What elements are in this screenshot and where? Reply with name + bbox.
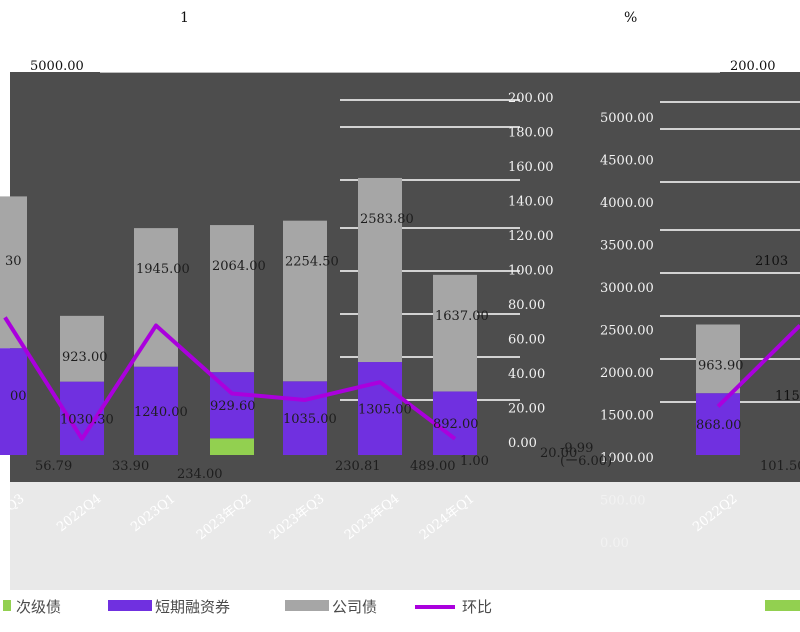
stray-label: 115 — [775, 389, 800, 404]
left-unit-label: 1 — [180, 10, 189, 26]
short-term-bar — [696, 393, 740, 455]
right-axis-tick: 140.00 — [508, 195, 554, 210]
stray-label: 00 — [10, 389, 27, 404]
corporate-bar — [210, 225, 254, 373]
short-term-value-label: 1035.00 — [283, 412, 337, 427]
legend-label: 次级债 — [16, 598, 61, 616]
right-unit-label: % — [624, 10, 637, 26]
right-axis-top-tick: 200.00 — [730, 59, 776, 74]
corporate-value-label: 2254.50 — [285, 255, 339, 270]
legend-label: 公司债 — [332, 598, 377, 616]
short-term-value-label: 892.00 — [433, 417, 479, 432]
growth-value-label: 33.90 — [112, 459, 149, 474]
right-axis-tick: 60.00 — [508, 333, 545, 348]
right-axis-tick: 20.00 — [508, 402, 545, 417]
short-term-bar — [134, 366, 178, 455]
corporate-value-label: 923.00 — [62, 350, 108, 365]
corporate-value-label: 1945.00 — [136, 262, 190, 277]
legend-label: 环比 — [462, 598, 492, 616]
short-term-bar — [433, 391, 477, 455]
corporate-value-label: 2064.00 — [212, 259, 266, 274]
corporate-bar — [283, 220, 327, 382]
left-axis-tick: 5000.00 — [600, 111, 654, 126]
left-axis-tick: 2500.00 — [600, 324, 654, 339]
left-axis-tick: 3000.00 — [600, 281, 654, 296]
right-axis: 200.00 180.00 160.00 140.00 120.00 100.00 80.0… — [508, 59, 776, 451]
legend-swatch — [285, 600, 329, 611]
right-axis-tick: 80.00 — [508, 298, 545, 313]
corporate-value-label: 963.90 — [698, 358, 744, 373]
short-term-bar — [210, 372, 254, 439]
corporate-value-label: 1637.00 — [435, 309, 489, 324]
data-labels: 923.00 1030.30 1945.00 1240.00 2064.00 929.60… — [5, 212, 800, 482]
stray-label: 1.00 — [460, 454, 489, 469]
subordinate-bar — [210, 438, 254, 455]
short-term-value-label: 1030.30 — [60, 412, 114, 427]
stray-label: 20.00 — [540, 446, 577, 461]
corporate-bar — [358, 177, 402, 363]
short-term-value-label: 1240.00 — [134, 405, 188, 420]
left-axis-tick: 3500.00 — [600, 239, 654, 254]
legend-swatch-right — [765, 600, 800, 611]
left-axis-top-tick: 5000.00 — [30, 59, 84, 74]
right-axis-tick: 160.00 — [508, 160, 554, 175]
right-axis-tick: 40.00 — [508, 367, 545, 382]
corporate-bar — [0, 196, 27, 349]
left-axis-tick: 4500.00 — [600, 154, 654, 169]
left-axis-tick: 1000.00 — [600, 451, 654, 466]
category-band — [10, 482, 800, 590]
stray-label: (ー6.00) — [560, 454, 612, 469]
stray-label: -9.99 — [560, 441, 593, 456]
right-axis-tick: 120.00 — [508, 229, 554, 244]
legend: 次级债 短期融资券 公司债 环比 — [3, 598, 800, 616]
right-axis-tick: 0.00 — [508, 436, 537, 451]
subordinate-value-label: 234.00 — [177, 467, 223, 482]
left-axis-tick: 2000.00 — [600, 366, 654, 381]
short-term-value-label: 868.00 — [696, 418, 742, 433]
growth-line-layer — [3, 316, 800, 441]
stray-label: 30 — [5, 254, 22, 269]
left-axis-tick: 1500.00 — [600, 409, 654, 424]
growth-line — [3, 316, 457, 441]
legend-label: 短期融资券 — [155, 598, 230, 616]
short-term-bar — [358, 362, 402, 455]
short-term-value-label: 1305.00 — [358, 403, 412, 418]
stray-label: 2103 — [755, 254, 788, 269]
left-axis-tick: 4000.00 — [600, 196, 654, 211]
growth-line-tail — [716, 324, 800, 408]
corporate-bar — [134, 228, 178, 367]
plot-area — [10, 72, 800, 482]
corporate-value-label: 2583.80 — [360, 212, 414, 227]
right-axis-tick: 100.00 — [508, 264, 554, 279]
legend-swatch — [3, 600, 11, 611]
left-axis-tick: 500.00 — [600, 494, 646, 509]
growth-value-label: 56.79 — [35, 459, 72, 474]
stray-label: 101.50 — [760, 459, 800, 474]
bars-layer — [0, 177, 740, 455]
short-term-bar — [0, 348, 27, 455]
left-axis: 5000.00 4500.00 4000.00 3500.00 3000.00 2500.… — [30, 59, 654, 551]
legend-swatch — [108, 600, 152, 611]
growth-value-label: 489.00 — [410, 459, 456, 474]
growth-value-label: 230.81 — [335, 459, 381, 474]
short-term-value-label: 929.60 — [210, 399, 256, 414]
corporate-bar — [60, 315, 104, 382]
short-term-bar — [283, 381, 327, 455]
left-axis-tick: 0.00 — [600, 536, 629, 551]
right-axis-tick: 180.00 — [508, 126, 554, 141]
right-axis-tick: 200.00 — [508, 91, 554, 106]
corporate-bar — [696, 324, 740, 394]
corporate-bar — [433, 274, 477, 392]
